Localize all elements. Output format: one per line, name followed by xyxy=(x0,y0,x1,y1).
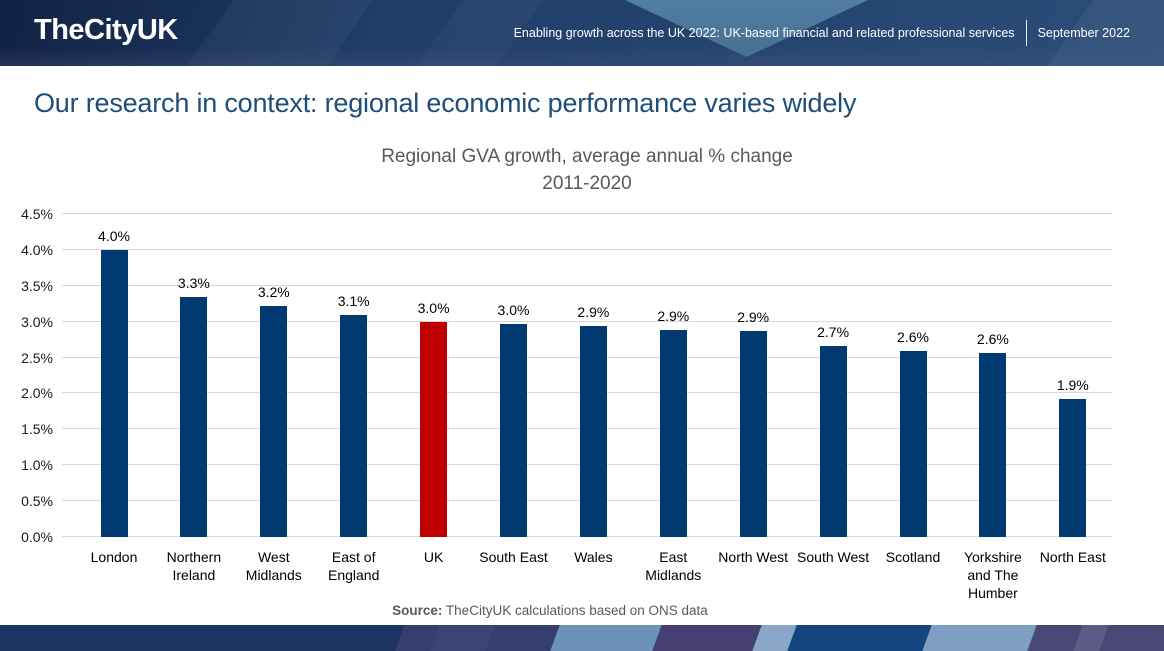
header-bottom-tint-decoration xyxy=(0,0,1164,66)
gridline xyxy=(62,320,1112,322)
y-axis-tick-label: 2.5% xyxy=(21,349,53,366)
bar-east-midlands xyxy=(659,330,687,537)
x-axis-label-south-west: South West xyxy=(797,549,870,565)
x-axis-label-north-west: North West xyxy=(718,549,789,565)
y-axis-tick-label: 4.0% xyxy=(21,241,53,258)
chart-title: Regional GVA growth, average annual % ch… xyxy=(381,146,793,167)
source-prefix: Source: xyxy=(392,603,443,618)
bar-value-label-yorkshire-and-the-humber: 2.6% xyxy=(976,331,1009,348)
footer-stripe-decoration xyxy=(0,625,407,651)
x-axis-label-south-east: South East xyxy=(479,549,548,565)
bar-north-east xyxy=(1059,399,1087,537)
bar-yorkshire-and-the-humber xyxy=(979,353,1007,537)
bar-london xyxy=(100,249,128,537)
x-axis-label-london: London xyxy=(90,549,138,565)
x-axis-label-east-of-england: East of England xyxy=(327,549,380,583)
y-axis-tick-label: 3.0% xyxy=(21,313,53,330)
x-axis-label-uk: UK xyxy=(423,549,444,565)
gridline xyxy=(62,284,1112,286)
x-axis-label-yorkshire-and-the-humber: Yorkshire and The Humber xyxy=(963,549,1022,601)
bar-east-of-england xyxy=(340,314,368,537)
bar-wales xyxy=(579,325,607,537)
bar-value-label-south-east: 3.0% xyxy=(497,301,530,318)
y-axis-tick-label: 0.0% xyxy=(21,529,53,545)
header-publication-text: Enabling growth across the UK 2022: UK-b… xyxy=(513,26,1015,40)
bar-value-label-west-midlands: 3.2% xyxy=(257,283,290,300)
x-axis: London Northern Ireland West Midlands East … xyxy=(62,548,1112,606)
bar-value-label-northern-ireland: 3.3% xyxy=(177,275,210,292)
y-axis-tick-label: 2.0% xyxy=(21,385,53,402)
x-axis-label-north-east: North East xyxy=(1039,549,1106,565)
gridline xyxy=(62,213,1112,214)
header-banner: TheCityUK Enabling growth across the UK … xyxy=(0,0,1164,66)
bar-south-east xyxy=(500,323,527,537)
bar-uk xyxy=(420,321,448,537)
bar-west-midlands xyxy=(260,305,288,537)
logo-thecityuk: TheCityUK xyxy=(34,14,178,46)
bar-value-label-east-of-england: 3.1% xyxy=(337,292,370,309)
x-axis-label-northern-ireland: Northern Ireland xyxy=(166,549,222,583)
footer-banner xyxy=(0,625,1164,651)
bar-scotland xyxy=(899,351,927,537)
chart-subtitle: 2011-2020 xyxy=(542,173,632,194)
bar-value-label-uk: 3.0% xyxy=(417,299,450,316)
bar-value-label-north-east: 1.9% xyxy=(1056,377,1089,394)
footer-stripe-decoration xyxy=(428,625,497,651)
footer-stripe-decoration xyxy=(785,625,942,651)
y-axis-tick-label: 4.5% xyxy=(21,206,53,222)
plot-area: 0.0% 0.5% 1.0% 1.5% 2.0% 2.5% 3.0% 3.5% 4.0% 4.5%… xyxy=(21,206,1112,545)
bar-south-west xyxy=(819,346,847,537)
y-axis-tick-label: 1.5% xyxy=(21,421,53,438)
footer-stripe-decoration xyxy=(650,625,771,651)
bar-value-label-scotland: 2.6% xyxy=(897,329,929,346)
x-axis-label-east-midlands: East Midlands xyxy=(645,549,702,583)
x-axis-label-west-midlands: West Midlands xyxy=(245,549,302,583)
x-axis-label-wales: Wales xyxy=(574,549,613,565)
bar-value-label-london: 4.0% xyxy=(98,227,130,244)
bar-value-label-east-midlands: 2.9% xyxy=(657,308,690,325)
header-date: September 2022 xyxy=(1037,26,1130,40)
y-axis-tick-label: 0.5% xyxy=(21,493,53,510)
header-corner-shade-decoration xyxy=(0,0,1164,66)
bar-value-label-wales: 2.9% xyxy=(577,303,610,320)
bar-northern-ireland xyxy=(180,297,208,537)
x-axis-label-scotland: Scotland xyxy=(885,549,941,565)
page-title: Our research in context: regional econom… xyxy=(34,88,857,118)
header-meta: Enabling growth across the UK 2022: UK-b… xyxy=(514,0,1130,66)
source-note: Source: TheCityUK calculations based on … xyxy=(0,603,1100,618)
header-divider xyxy=(1025,20,1027,46)
source-text: TheCityUK calculations based on ONS data xyxy=(442,603,708,618)
y-axis-tick-label: 3.5% xyxy=(21,277,53,294)
bar-north-west xyxy=(739,331,767,537)
y-axis-tick-label: 1.0% xyxy=(21,457,53,474)
bar-value-label-south-west: 2.7% xyxy=(817,324,850,341)
gridline xyxy=(62,248,1112,250)
bar-value-label-north-west: 2.9% xyxy=(737,309,770,325)
